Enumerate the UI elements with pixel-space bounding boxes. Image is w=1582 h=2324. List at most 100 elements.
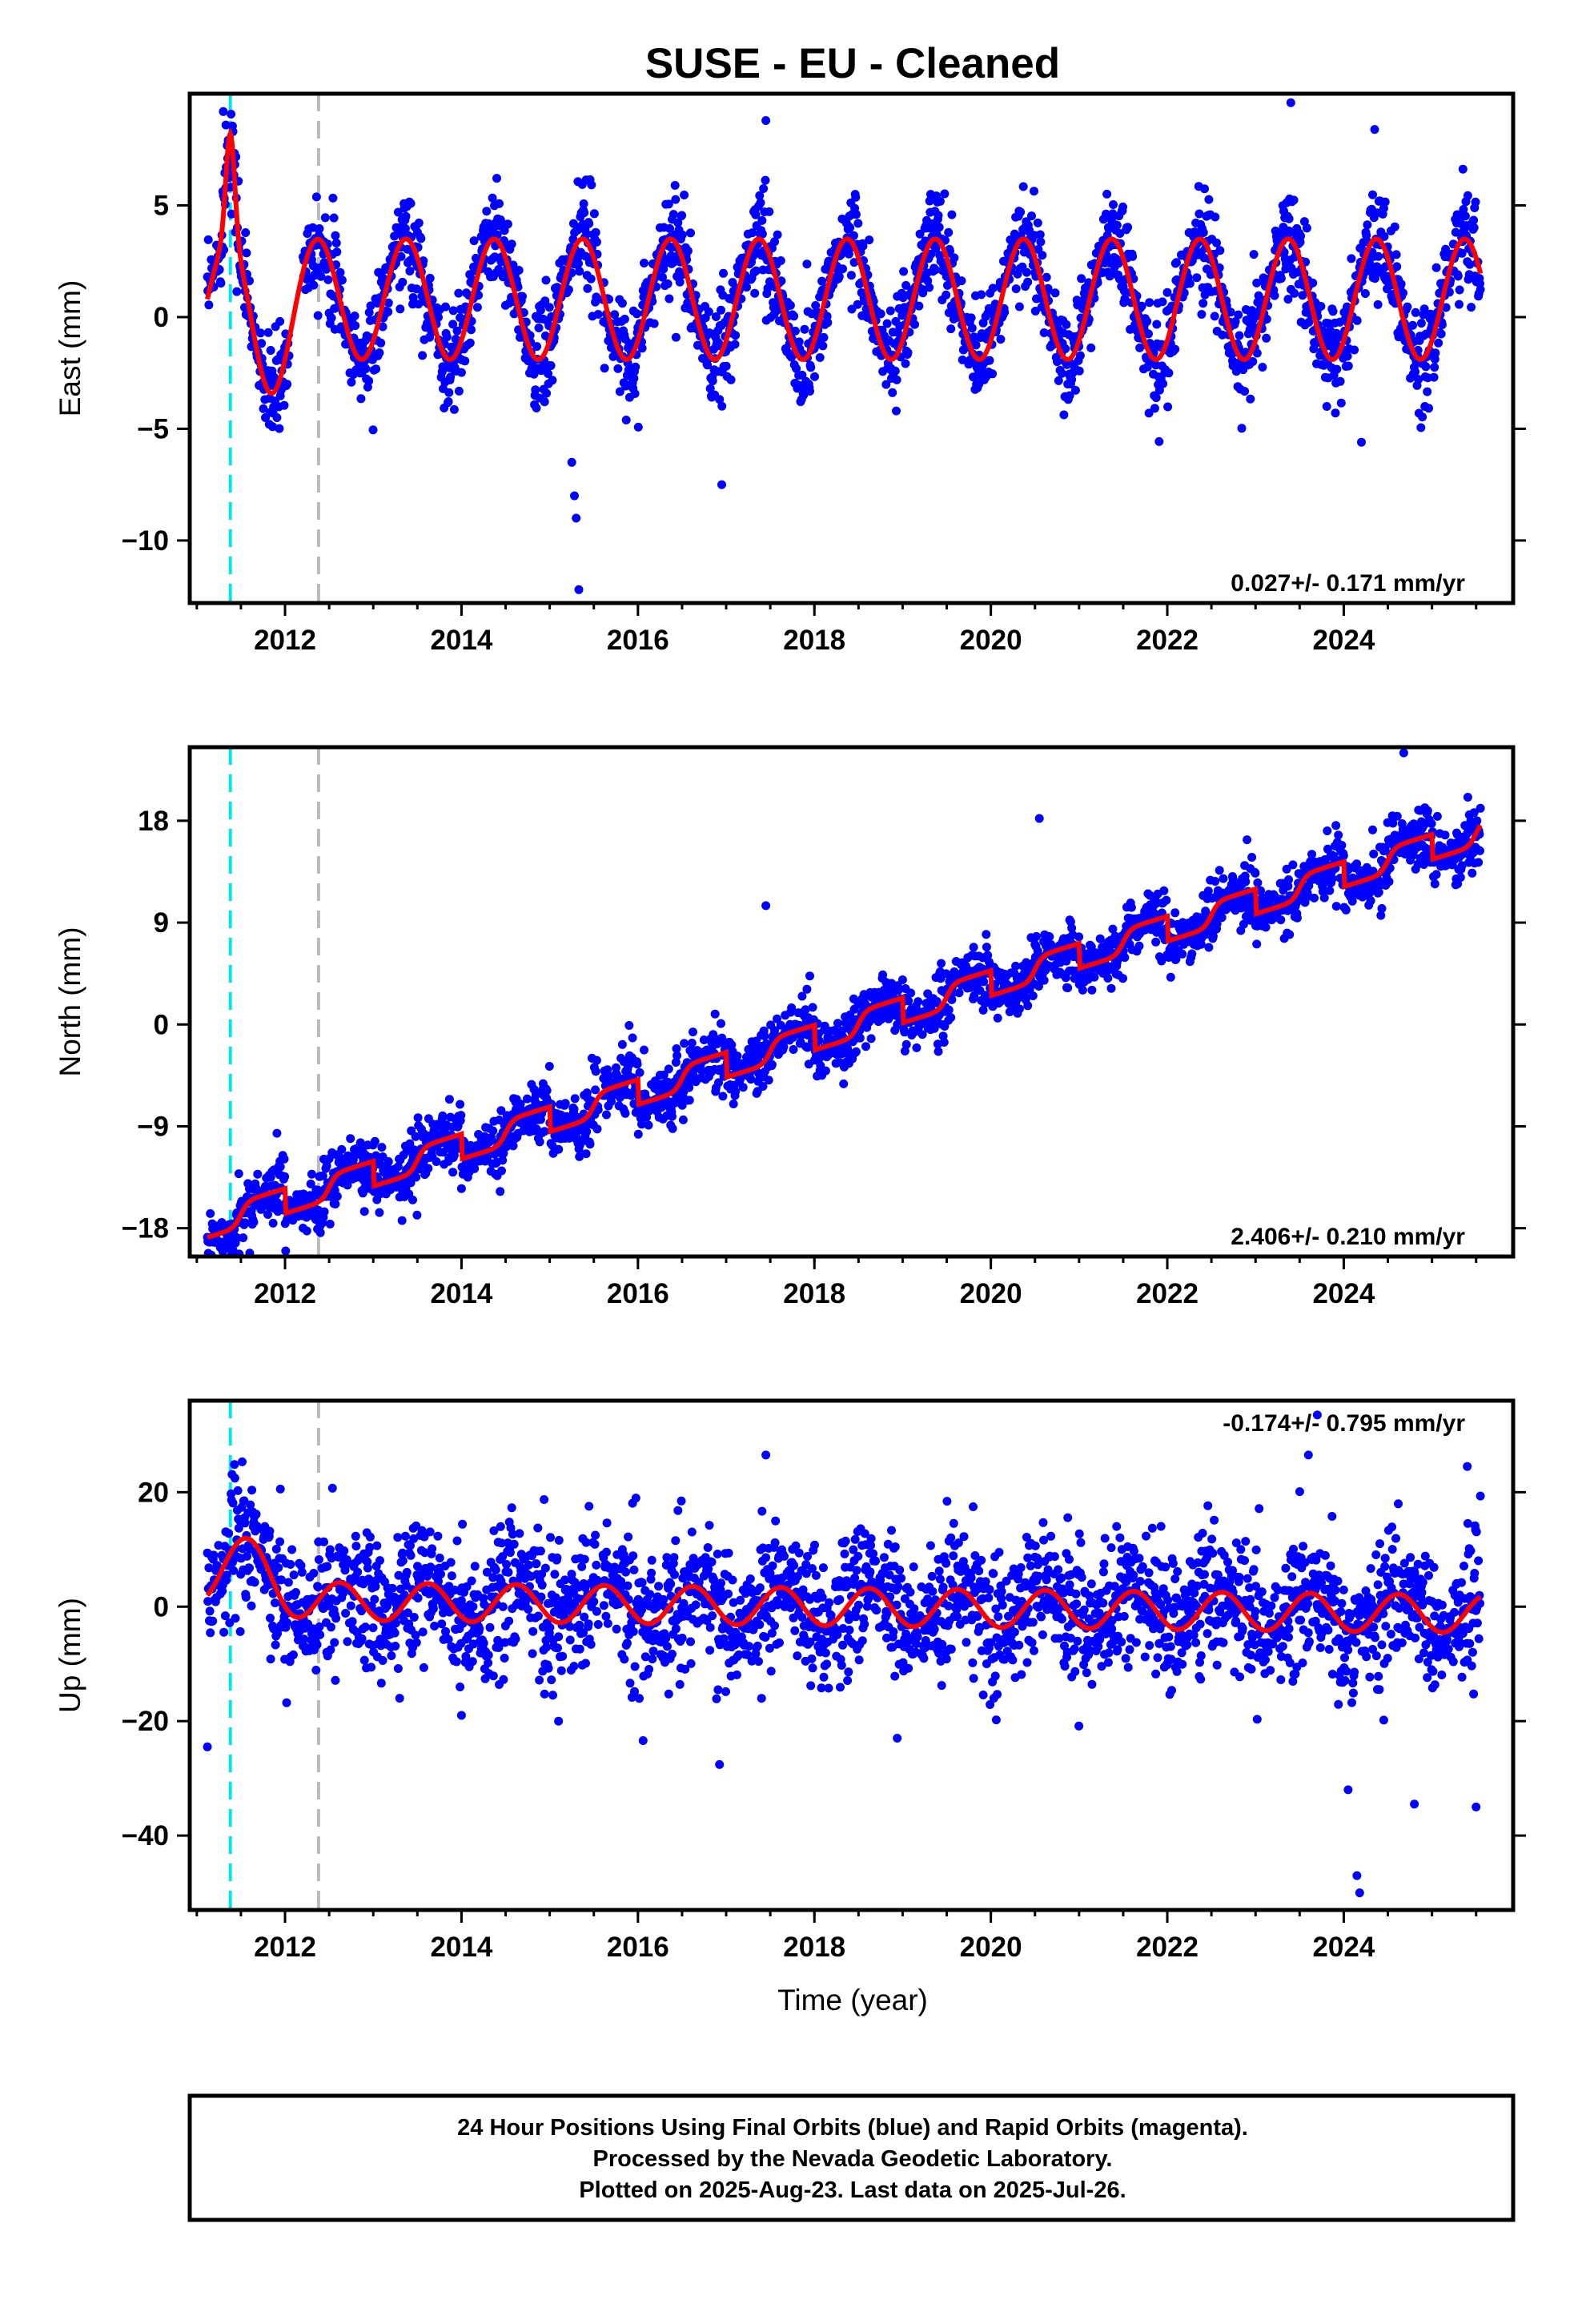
east-point [575, 267, 584, 276]
east-point [1476, 285, 1485, 295]
east-point [444, 397, 453, 406]
north-point [535, 1137, 544, 1147]
east-point [534, 324, 544, 332]
east-point [589, 209, 599, 219]
east-point [677, 230, 687, 239]
east-point [946, 324, 956, 334]
north-point [1196, 939, 1206, 949]
east-point [320, 213, 330, 223]
north-point [1028, 991, 1038, 1000]
east-point [376, 338, 386, 348]
east-point [665, 294, 674, 304]
north-point [1217, 913, 1227, 923]
east-point [1249, 250, 1259, 259]
north-point [947, 995, 957, 1004]
north-point [758, 1082, 768, 1091]
east-point [1192, 273, 1202, 283]
east-point [755, 191, 765, 200]
north-point [893, 986, 903, 995]
north-point [1212, 919, 1222, 928]
east-point [708, 376, 717, 386]
east-point [434, 312, 443, 322]
east-point [532, 342, 542, 352]
east-point [1018, 182, 1028, 191]
east-point [337, 275, 347, 285]
east-point [731, 331, 741, 340]
east-point [564, 285, 573, 295]
north-point [1045, 932, 1054, 942]
north-point [969, 943, 978, 952]
east-point [1195, 209, 1204, 219]
north-point [502, 1142, 512, 1152]
east-point [1399, 288, 1407, 298]
east-point [548, 376, 557, 385]
east-point [752, 266, 761, 275]
east-point [383, 307, 393, 316]
east-point [1252, 348, 1262, 358]
east-point [789, 312, 799, 321]
east-point [1390, 222, 1399, 231]
north-point [470, 1164, 480, 1173]
east-point [1053, 357, 1062, 367]
north-point [383, 1157, 393, 1166]
east-point [613, 364, 623, 373]
north-point [1067, 923, 1077, 933]
east-point [1352, 316, 1362, 325]
north-point [934, 1047, 943, 1056]
east-point [759, 184, 769, 193]
east-point [715, 395, 725, 404]
north-point [897, 975, 907, 984]
north-point [717, 1019, 725, 1028]
east-point [465, 338, 475, 348]
north-point [498, 1156, 508, 1165]
east-point [396, 251, 406, 261]
east-point [1444, 287, 1454, 297]
east-x-tick-label: 2014 [430, 625, 492, 656]
east-point [584, 219, 594, 228]
east-point [800, 324, 809, 334]
north-point [206, 1208, 215, 1218]
east-point [1429, 372, 1439, 382]
east-point [1101, 209, 1110, 219]
east-point [910, 320, 919, 329]
east-point [412, 284, 421, 294]
east-point [503, 219, 512, 229]
east-point [1411, 308, 1420, 317]
east-model-curve [205, 127, 1484, 396]
east-point [467, 325, 476, 335]
east-point [1331, 408, 1340, 418]
east-point [1328, 307, 1338, 316]
east-point [1418, 412, 1427, 422]
east-point [405, 267, 415, 275]
east-point [1322, 402, 1331, 411]
east-point [790, 326, 800, 336]
east-outlier-point [1370, 125, 1379, 135]
north-point [632, 1059, 642, 1069]
east-point [454, 386, 464, 396]
east-point [1423, 387, 1432, 396]
east-point [449, 404, 459, 414]
east-point [957, 276, 966, 286]
east-point [259, 404, 268, 413]
east-point [815, 353, 825, 362]
east-outlier-point [574, 585, 584, 594]
east-outlier-point [570, 491, 579, 501]
north-point [982, 943, 991, 952]
east-point [406, 199, 416, 208]
north-point [797, 991, 807, 1001]
north-point [448, 1168, 458, 1177]
east-point [934, 223, 944, 232]
east-point [532, 404, 541, 412]
east-point [1172, 258, 1181, 267]
north-point [332, 1192, 342, 1201]
north-point [1033, 947, 1042, 955]
east-point [1151, 393, 1161, 403]
east-point [751, 210, 761, 219]
east-point [1248, 357, 1258, 366]
east-point [1416, 423, 1426, 432]
east-point [617, 299, 627, 308]
east-point [203, 235, 213, 244]
east-point [717, 305, 725, 315]
east-point [680, 191, 689, 199]
